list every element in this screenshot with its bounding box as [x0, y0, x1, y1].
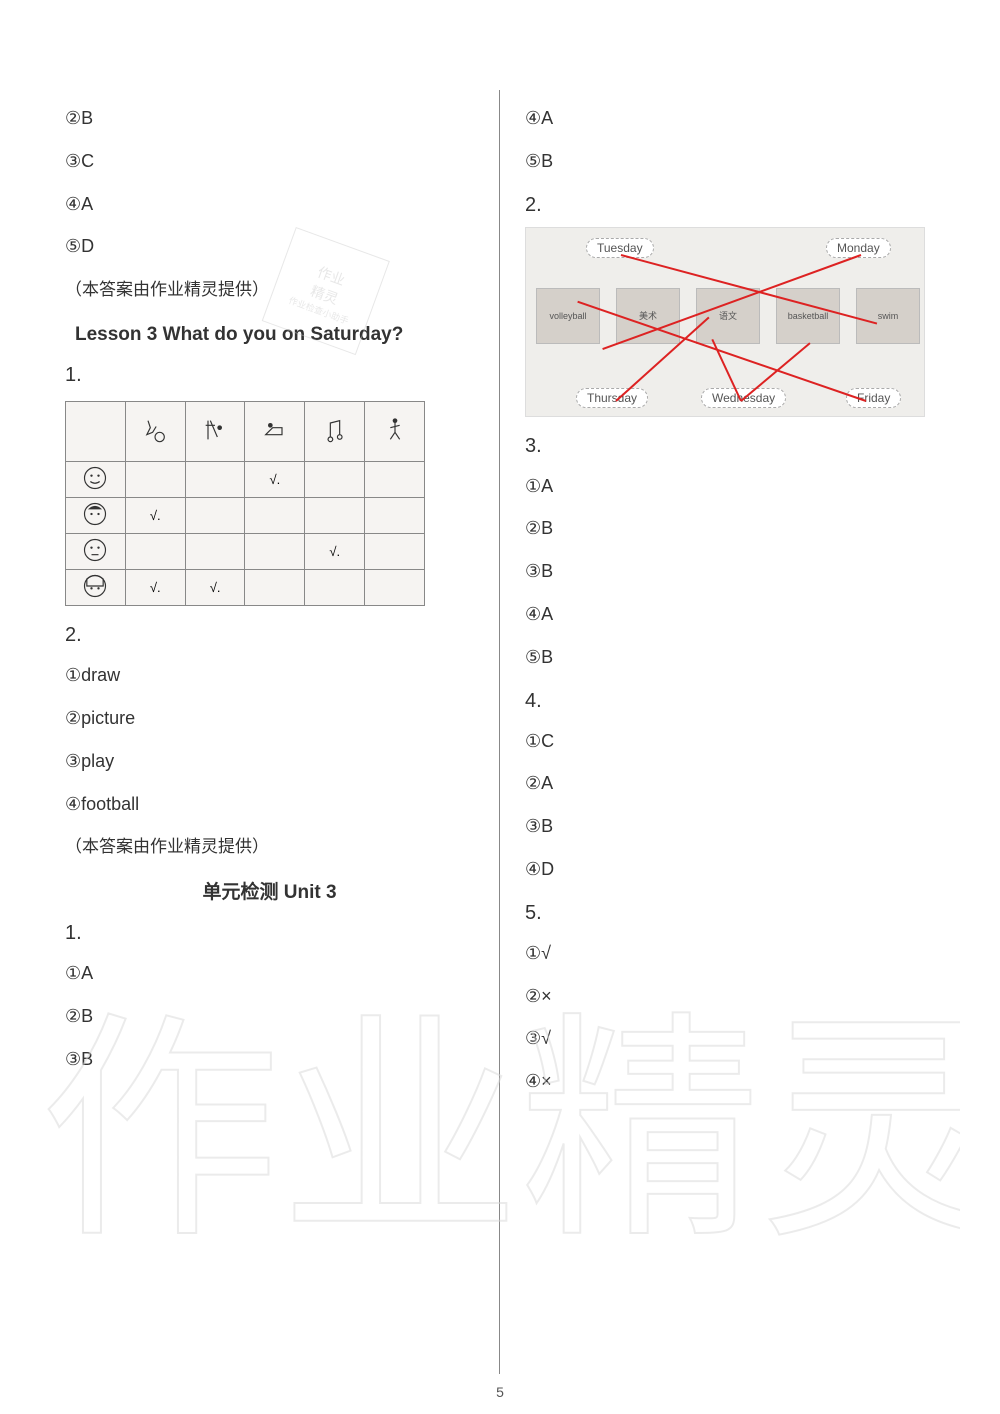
col-head-dance: [365, 402, 425, 462]
cell: [365, 498, 425, 534]
cell: [185, 534, 245, 570]
piano-icon: [261, 416, 289, 444]
answer-item: ④×: [525, 1067, 935, 1096]
answer-item: ②A: [525, 769, 935, 798]
answer-item: ③B: [525, 557, 935, 586]
answer-item: ⑤D: [65, 232, 474, 261]
answer-item: ①√: [525, 939, 935, 968]
face-icon: [81, 536, 109, 564]
face-icon: [81, 464, 109, 492]
cell: √.: [245, 462, 305, 498]
answer-item: ③play: [65, 747, 474, 776]
day-label: Thursday: [576, 388, 648, 408]
answer-item: ③B: [525, 812, 935, 841]
matching-diagram: Tuesday Monday Thursday Wednesday Friday…: [525, 227, 925, 417]
cell: [185, 498, 245, 534]
col-head-music: [305, 402, 365, 462]
answer-item: ①draw: [65, 661, 474, 690]
table-corner: [66, 402, 126, 462]
football-icon: [141, 416, 169, 444]
match-image: volleyball: [536, 288, 600, 344]
match-image: 美术: [616, 288, 680, 344]
answer-item: ③√: [525, 1024, 935, 1053]
row-head-face4: [66, 570, 126, 606]
question-number: 4.: [525, 690, 935, 713]
cell: [305, 570, 365, 606]
cell: √.: [125, 570, 185, 606]
dance-icon: [381, 416, 409, 444]
painting-icon: [201, 416, 229, 444]
cell: [365, 570, 425, 606]
question-number: 1.: [65, 922, 474, 945]
answer-item: ②×: [525, 982, 935, 1011]
page: ②B ③C ④A ⑤D （本答案由作业精灵提供） 作业 精灵 作业检查小助手 L…: [0, 0, 1000, 1414]
cell: [125, 534, 185, 570]
row-head-face3: [66, 534, 126, 570]
answer-item: ④football: [65, 790, 474, 819]
question-number: 2.: [525, 194, 935, 217]
cell: [245, 570, 305, 606]
answer-item: ①A: [525, 472, 935, 501]
cell: [305, 498, 365, 534]
cell: [245, 498, 305, 534]
row-head-face2: [66, 498, 126, 534]
exercise-table: √. √. √. √.: [65, 401, 425, 606]
question-number: 3.: [525, 435, 935, 458]
unit-title: 单元检测 Unit 3: [65, 877, 474, 904]
answer-item: ②picture: [65, 704, 474, 733]
face-icon: [81, 500, 109, 528]
answer-item: ⑤B: [525, 147, 935, 176]
match-image: swim: [856, 288, 920, 344]
answer-item: ②B: [525, 514, 935, 543]
answer-item: ②B: [65, 104, 474, 133]
page-number: 5: [496, 1384, 504, 1400]
question-number: 1.: [65, 364, 474, 387]
question-number: 2.: [65, 624, 474, 647]
cell: √.: [185, 570, 245, 606]
face-icon: [81, 572, 109, 600]
answer-item: ④D: [525, 855, 935, 884]
day-label: Tuesday: [586, 238, 654, 258]
col-head-football: [125, 402, 185, 462]
left-column: ②B ③C ④A ⑤D （本答案由作业精灵提供） 作业 精灵 作业检查小助手 L…: [40, 90, 500, 1374]
answer-item: ④A: [65, 190, 474, 219]
table-row: √.: [66, 462, 425, 498]
col-head-piano: [245, 402, 305, 462]
table-row: √.: [66, 498, 425, 534]
cell: [305, 462, 365, 498]
answer-item: ④A: [525, 104, 935, 133]
cell: [185, 462, 245, 498]
answer-item: ④A: [525, 600, 935, 629]
answer-item: ③C: [65, 147, 474, 176]
answer-item: ③B: [65, 1045, 474, 1074]
col-head-painting: [185, 402, 245, 462]
answer-item: ⑤B: [525, 643, 935, 672]
attribution-text: （本答案由作业精灵提供）: [65, 832, 474, 857]
answer-item: ①A: [65, 959, 474, 988]
answer-item: ②B: [65, 1002, 474, 1031]
answer-item: ①C: [525, 727, 935, 756]
match-image: basketball: [776, 288, 840, 344]
cell: [125, 462, 185, 498]
right-column: ④A ⑤B 2. Tuesday Monday Thursday Wednesd…: [500, 90, 960, 1374]
cell: [365, 534, 425, 570]
table-row: √. √.: [66, 570, 425, 606]
row-head-face1: [66, 462, 126, 498]
cell: √.: [125, 498, 185, 534]
question-number: 5.: [525, 902, 935, 925]
music-icon: [321, 416, 349, 444]
cell: [245, 534, 305, 570]
cell: √.: [305, 534, 365, 570]
cell: [365, 462, 425, 498]
table-row: √.: [66, 534, 425, 570]
